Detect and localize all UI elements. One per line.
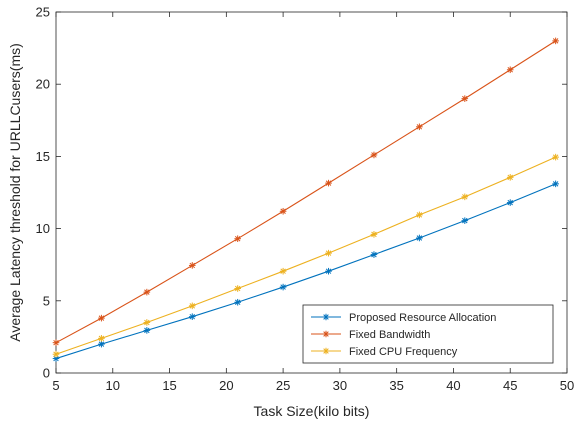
data-point xyxy=(506,66,514,74)
x-axis-title: Task Size(kilo bits) xyxy=(254,403,370,419)
data-point xyxy=(279,283,287,291)
data-point xyxy=(506,199,514,206)
data-point xyxy=(461,95,469,102)
y-tick-label: 0 xyxy=(43,366,50,381)
legend: Proposed Resource Allocation Fixed Bandwi… xyxy=(302,304,554,364)
y-tick-label: 25 xyxy=(36,5,50,20)
series-1 xyxy=(52,37,559,346)
x-tick-label: 30 xyxy=(333,378,347,393)
data-point xyxy=(234,285,241,292)
series-0 xyxy=(52,180,559,362)
data-point xyxy=(143,288,151,296)
series-line xyxy=(55,183,556,360)
x-tick-label: 5 xyxy=(52,378,59,393)
y-tick-label: 10 xyxy=(36,221,50,236)
x-tick-label: 15 xyxy=(162,378,176,393)
data-point xyxy=(552,153,559,161)
data-point xyxy=(279,207,287,215)
legend-box xyxy=(302,304,554,364)
x-tick-label: 45 xyxy=(503,378,517,393)
data-point xyxy=(52,350,60,358)
legend-label: Fixed CPU Frequency xyxy=(349,346,458,358)
data-point xyxy=(552,37,559,45)
data-point xyxy=(188,262,196,269)
data-point xyxy=(506,174,514,181)
y-tick-label: 20 xyxy=(36,77,50,92)
legend-entry: Fixed Bandwidth xyxy=(311,329,430,341)
legend-swatch-marker xyxy=(322,330,330,338)
data-point xyxy=(143,327,151,334)
series-group xyxy=(52,37,559,362)
x-tick-label: 35 xyxy=(389,378,403,393)
data-point xyxy=(325,267,332,275)
legend-entry: Fixed CPU Frequency xyxy=(311,346,458,358)
legend-swatch-marker xyxy=(322,313,330,321)
data-point xyxy=(370,231,378,238)
x-tick-label: 25 xyxy=(276,378,290,393)
series-line xyxy=(55,40,556,344)
legend-entry: Proposed Resource Allocation xyxy=(311,312,496,324)
x-tick-label: 50 xyxy=(560,378,574,393)
legend-swatch-marker xyxy=(322,347,330,355)
data-point xyxy=(370,251,378,258)
x-tick-label: 20 xyxy=(219,378,233,393)
data-point xyxy=(188,302,196,310)
data-point xyxy=(279,267,287,275)
y-tick-label: 5 xyxy=(43,293,50,308)
data-point xyxy=(98,340,105,348)
legend-label: Proposed Resource Allocation xyxy=(349,312,496,324)
data-point xyxy=(416,234,423,242)
data-point xyxy=(370,151,378,159)
data-point xyxy=(98,335,105,342)
x-tick-label: 40 xyxy=(446,378,460,393)
data-point xyxy=(98,314,105,322)
data-point xyxy=(416,123,423,131)
data-point xyxy=(325,179,332,187)
data-point xyxy=(461,193,469,201)
y-axis-title: Average Latency threshold for URLLCusers… xyxy=(7,43,23,342)
data-point xyxy=(325,249,332,257)
data-point xyxy=(416,211,423,219)
data-point xyxy=(188,313,196,320)
data-point xyxy=(461,217,469,224)
data-point xyxy=(552,180,559,188)
series-2 xyxy=(52,153,559,358)
data-point xyxy=(143,319,151,326)
data-point xyxy=(234,298,241,306)
x-tick-label: 10 xyxy=(106,378,120,393)
y-tick-label: 15 xyxy=(36,149,50,164)
data-point xyxy=(234,235,241,243)
legend-label: Fixed Bandwidth xyxy=(349,329,430,341)
data-point xyxy=(52,339,60,346)
series-line xyxy=(55,156,556,355)
